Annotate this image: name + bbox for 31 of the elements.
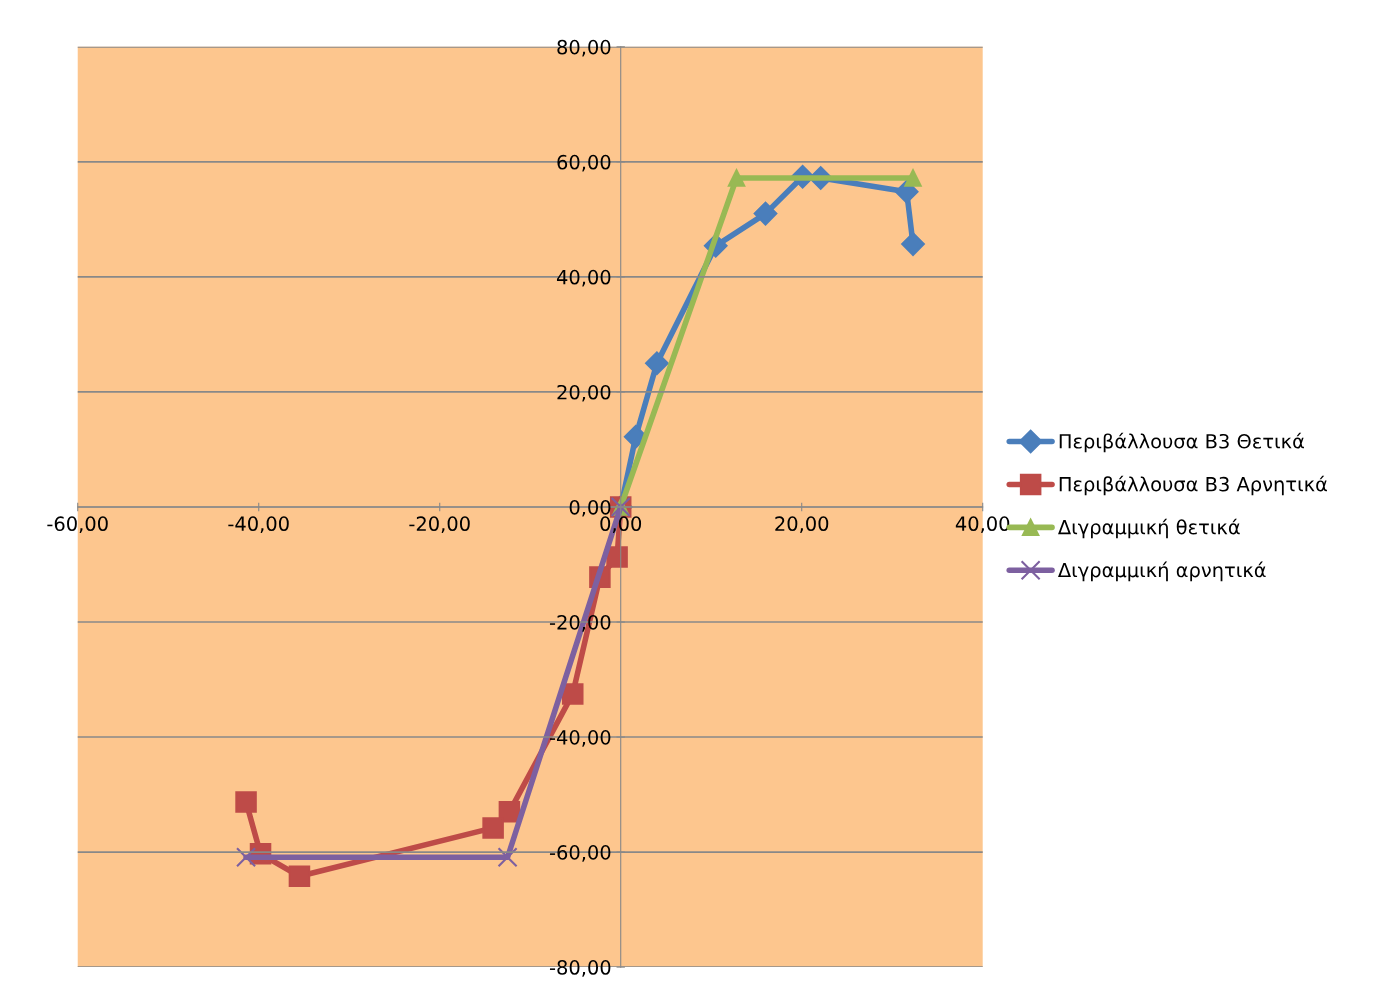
point — [727, 169, 746, 187]
x-tick-label: -60,00 — [47, 516, 108, 534]
y-tick-label: -20,00 — [549, 614, 611, 632]
legend-label: Διγραμμική θετικά — [1058, 518, 1240, 539]
point — [497, 847, 518, 868]
legend-label: Περιβάλλουσα Β3 Θετικά — [1059, 432, 1304, 453]
point — [606, 546, 628, 568]
point — [561, 683, 584, 705]
y-tick-label: 20,00 — [557, 384, 611, 402]
x-tick-label: 40,00 — [955, 516, 1010, 534]
point — [645, 351, 669, 376]
y-tick-label: 60,00 — [557, 154, 611, 172]
point — [482, 817, 504, 839]
point — [235, 791, 257, 813]
point — [288, 865, 311, 887]
y-tick-label: 80,00 — [557, 39, 611, 57]
x-tick-label: -20,00 — [409, 516, 470, 534]
point — [235, 847, 257, 868]
y-tick-label: 0,00 — [569, 499, 611, 517]
y-tick-label: -40,00 — [549, 730, 611, 747]
x-tick-label: 20,00 — [775, 516, 829, 534]
x-tick-label: -40,00 — [228, 516, 289, 534]
y-tick-label: -60,00 — [549, 845, 611, 862]
y-tick-label: -80,00 — [549, 960, 611, 977]
point — [904, 169, 922, 187]
legend-label: Διγραμμική αρνητικά — [1058, 561, 1266, 582]
point — [753, 201, 778, 226]
x-tick-label: 0,00 — [600, 516, 642, 534]
legend-label: Περιβάλλουσα Β3 Αρνητικά — [1059, 475, 1327, 496]
y-tick-label: 40,00 — [556, 269, 611, 287]
point — [901, 232, 925, 256]
